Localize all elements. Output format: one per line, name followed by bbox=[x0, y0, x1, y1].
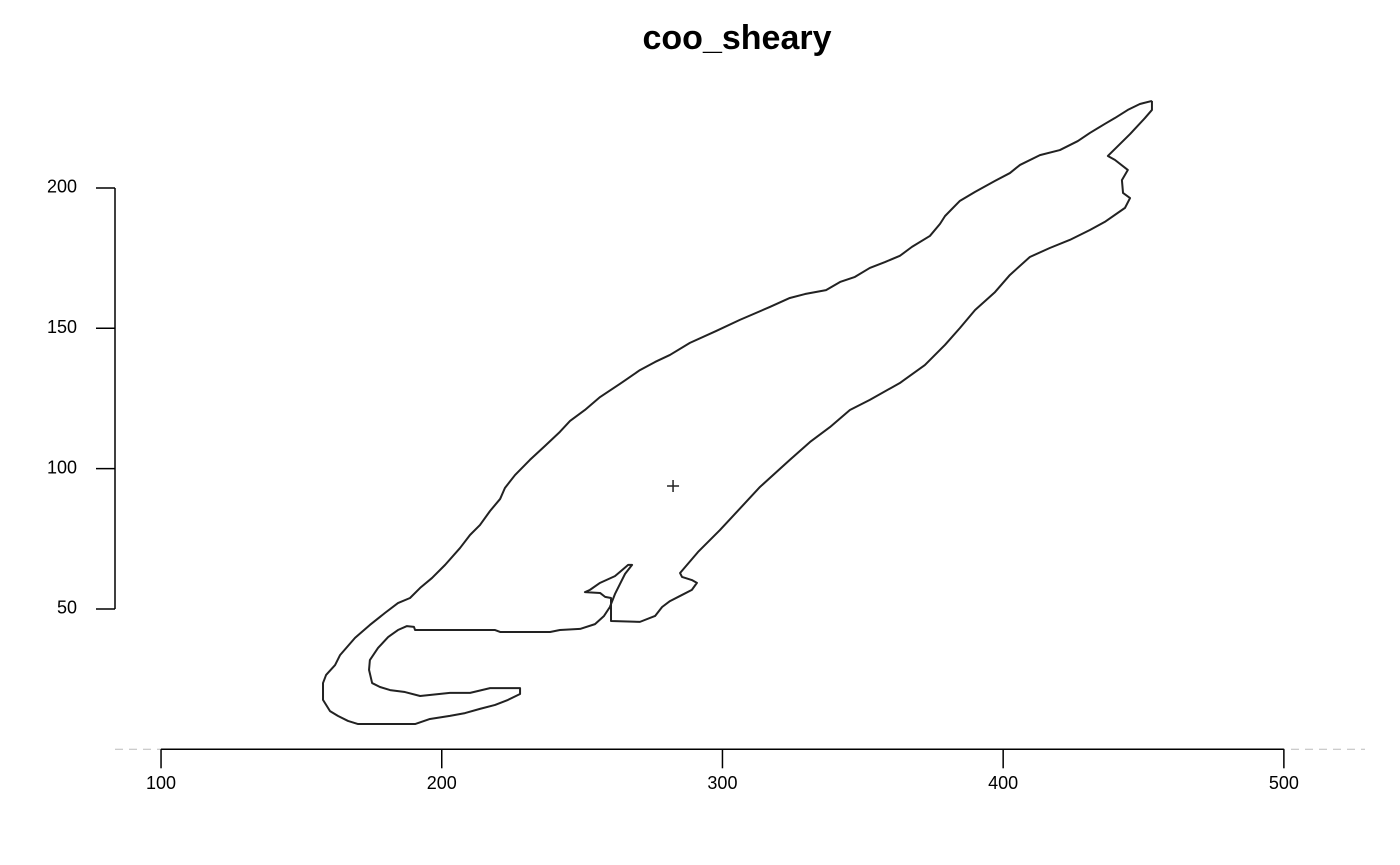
y-tick-label: 150 bbox=[47, 317, 77, 337]
x-tick-label: 300 bbox=[707, 773, 737, 793]
x-tick-label: 100 bbox=[146, 773, 176, 793]
outline bbox=[322, 99, 1153, 726]
x-tick-label: 400 bbox=[988, 773, 1018, 793]
x-tick-label: 200 bbox=[427, 773, 457, 793]
y-tick-label: 200 bbox=[47, 177, 77, 197]
y-tick-label: 50 bbox=[57, 598, 77, 618]
y-tick-label: 100 bbox=[47, 457, 77, 477]
x-tick-label: 500 bbox=[1269, 773, 1299, 793]
chart-title: coo_sheary bbox=[643, 19, 832, 57]
centroid bbox=[667, 480, 680, 493]
